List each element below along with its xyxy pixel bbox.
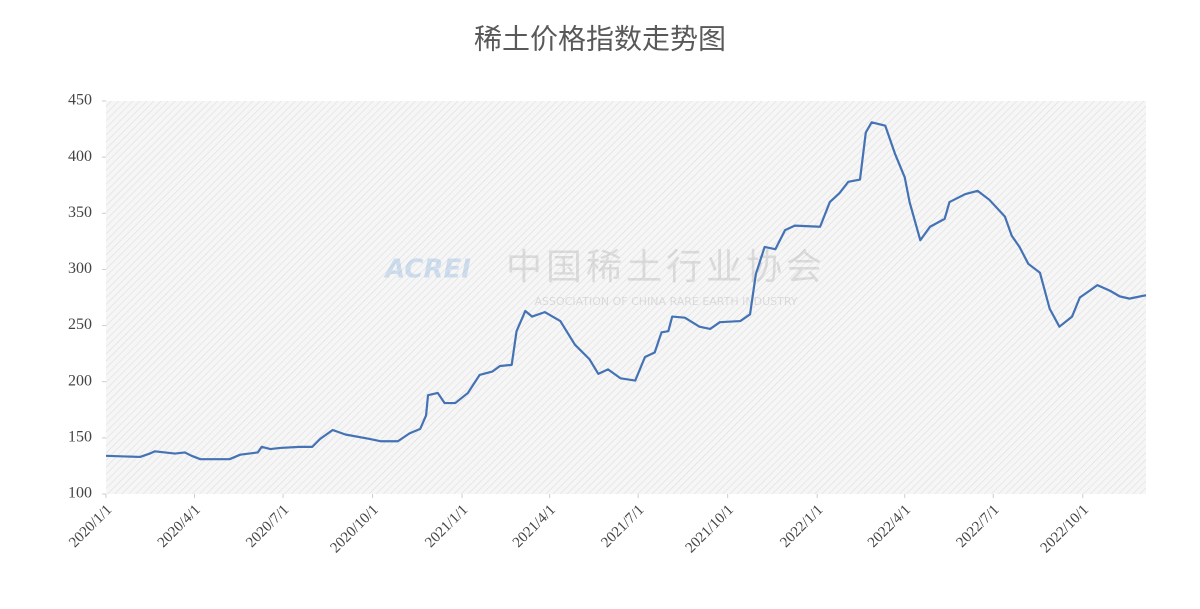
watermark-name: 中国稀土行业协会 bbox=[506, 247, 826, 288]
x-tick-label: 2022/1/1 bbox=[777, 502, 826, 551]
y-tick-label: 150 bbox=[68, 429, 92, 446]
y-tick-label: 300 bbox=[68, 260, 92, 277]
y-tick-label: 350 bbox=[68, 204, 92, 221]
x-tick-label: 2021/4/1 bbox=[510, 502, 559, 551]
watermark: ACREI 中国稀土行业协会 ASSOCIATION OF CHINA RARE… bbox=[383, 247, 826, 308]
x-tick-label: 2020/7/1 bbox=[243, 502, 292, 551]
x-tick-label: 2020/10/1 bbox=[327, 502, 381, 556]
x-tick-label: 2021/1/1 bbox=[422, 502, 471, 551]
y-tick-label: 400 bbox=[68, 148, 92, 165]
plot-area bbox=[106, 101, 1146, 494]
line bbox=[105, 121, 1147, 461]
watermark-english: ASSOCIATION OF CHINA RARE EARTH INDUSTRY bbox=[535, 295, 798, 308]
x-tick-label: 2022/7/1 bbox=[953, 502, 1002, 551]
x-tick-label: 2021/10/1 bbox=[683, 502, 737, 556]
chart-title: 稀土价格指数走势图 bbox=[474, 23, 726, 55]
y-tick-label: 450 bbox=[68, 92, 92, 109]
x-tick-label: 2022/4/1 bbox=[865, 502, 914, 551]
y-tick-label: 250 bbox=[68, 316, 92, 333]
watermark-logo: ACREI bbox=[383, 255, 471, 285]
y-tick-label: 200 bbox=[68, 372, 92, 389]
y-tick-label: 100 bbox=[68, 485, 92, 502]
x-tick-label: 2020/4/1 bbox=[155, 502, 204, 551]
x-tick-label: 2021/7/1 bbox=[598, 502, 647, 551]
x-tick-label: 2020/1/1 bbox=[66, 502, 115, 551]
x-tick-label: 2022/10/1 bbox=[1038, 502, 1092, 556]
